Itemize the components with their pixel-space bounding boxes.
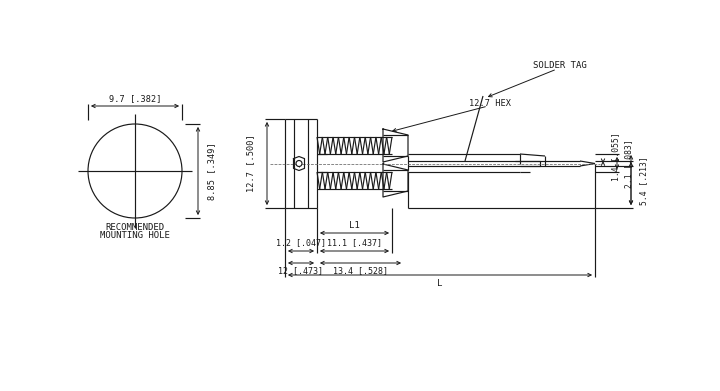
Text: RECOMMENDED: RECOMMENDED: [105, 224, 165, 233]
Text: 12.7 [.500]: 12.7 [.500]: [246, 135, 256, 192]
Text: 9.7 [.382]: 9.7 [.382]: [109, 95, 161, 104]
Text: L: L: [437, 280, 443, 289]
Text: 13.4 [.528]: 13.4 [.528]: [333, 267, 388, 276]
Text: 12 [.473]: 12 [.473]: [279, 267, 323, 276]
Text: 11.1 [.437]: 11.1 [.437]: [327, 239, 382, 248]
Text: 5.4 [.213]: 5.4 [.213]: [639, 157, 649, 205]
Ellipse shape: [88, 124, 182, 218]
Text: 2.1 [.083]: 2.1 [.083]: [624, 139, 634, 188]
Text: 1.4 [.055]: 1.4 [.055]: [611, 133, 621, 181]
Text: L1: L1: [349, 221, 360, 230]
Text: SOLDER TAG: SOLDER TAG: [533, 61, 587, 70]
Text: 12.7 HEX: 12.7 HEX: [469, 99, 511, 108]
Text: 8.85 [.349]: 8.85 [.349]: [207, 142, 217, 200]
Ellipse shape: [296, 160, 302, 167]
Text: 1.2 [.047]: 1.2 [.047]: [276, 239, 326, 248]
Text: MOUNTING HOLE: MOUNTING HOLE: [100, 231, 170, 240]
